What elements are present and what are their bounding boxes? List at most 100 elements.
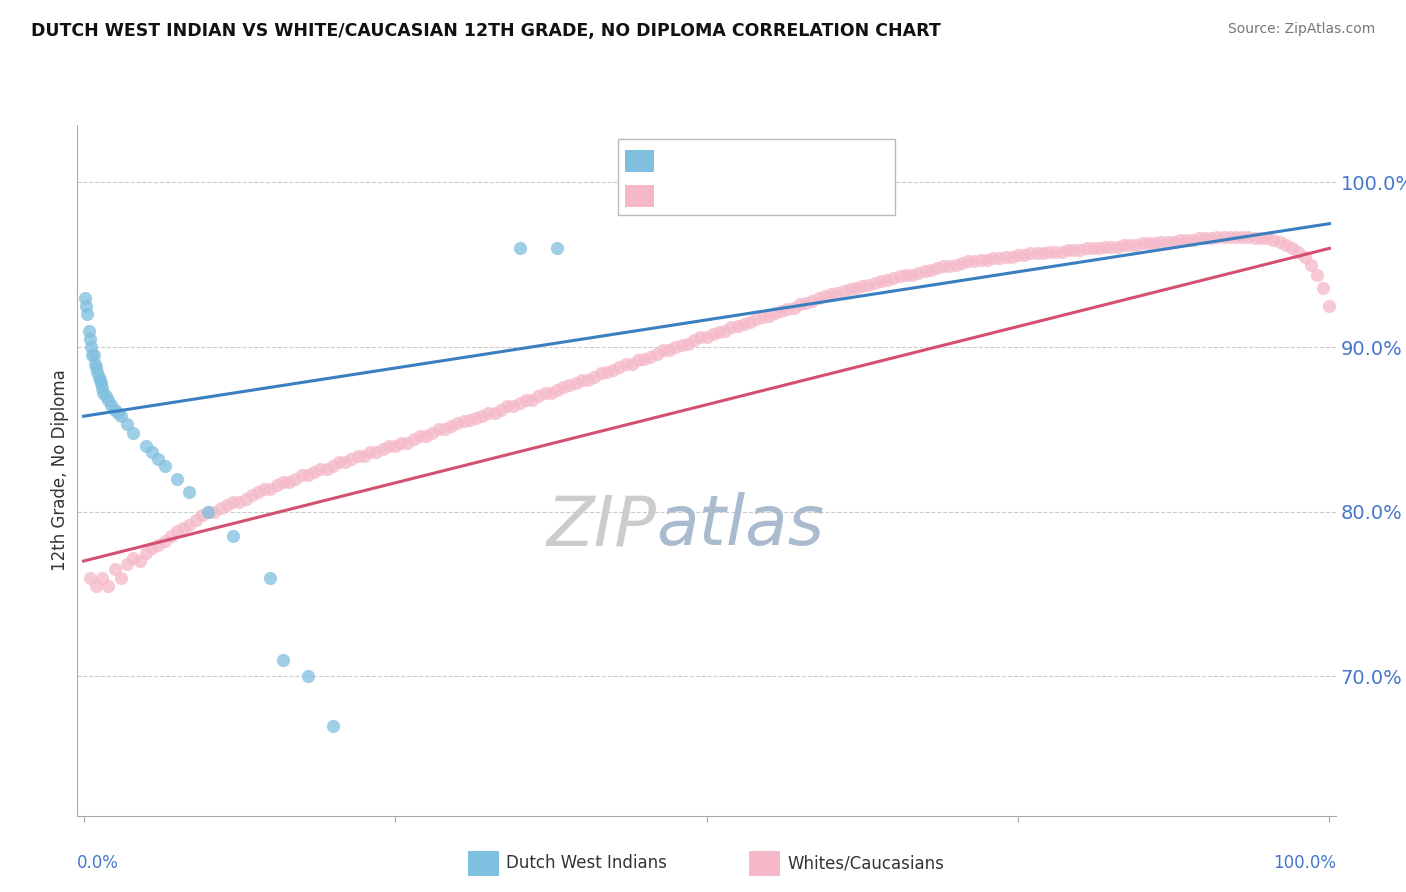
Point (115, 417, 138, 432)
Point (945, 258, 967, 272)
Point (346, 449, 368, 463)
Point (533, 386, 555, 401)
Point (1063, 243, 1085, 257)
Point (720, 320, 742, 334)
Point (807, 291, 830, 305)
Point (758, 309, 780, 323)
Point (222, 529, 245, 543)
Point (353, 449, 375, 463)
Point (882, 271, 904, 285)
Point (141, 445, 163, 459)
Point (166, 472, 188, 486)
Point (335, 455, 357, 469)
Point (465, 410, 488, 425)
Point (128, 554, 150, 568)
Point (84, 359, 107, 374)
Point (1132, 236, 1154, 251)
Point (988, 251, 1011, 265)
Point (920, 262, 942, 277)
Point (202, 505, 225, 519)
Point (696, 330, 718, 344)
Point (440, 419, 463, 434)
Point (509, 241, 531, 255)
Point (453, 414, 475, 428)
Point (576, 373, 599, 387)
Point (471, 409, 494, 424)
Point (596, 365, 619, 379)
Point (614, 357, 637, 371)
Point (297, 468, 319, 483)
Point (1243, 231, 1265, 245)
Point (620, 357, 643, 371)
Point (714, 324, 737, 338)
Point (801, 293, 824, 308)
Point (409, 429, 432, 443)
Point (651, 343, 673, 358)
Point (1299, 258, 1322, 272)
Point (1081, 241, 1104, 255)
Point (1007, 248, 1029, 262)
Point (77, 324, 100, 338)
Point (1188, 231, 1211, 245)
Point (894, 268, 917, 282)
Point (707, 325, 730, 339)
Point (1275, 238, 1298, 252)
Point (115, 558, 138, 572)
Point (371, 442, 394, 457)
Point (422, 425, 444, 440)
Point (122, 550, 145, 565)
Point (1168, 233, 1191, 247)
Point (396, 435, 419, 450)
Point (148, 452, 170, 467)
Point (702, 326, 724, 341)
Point (328, 455, 350, 469)
Point (477, 406, 499, 420)
Text: Source: ZipAtlas.com: Source: ZipAtlas.com (1227, 22, 1375, 37)
Point (259, 482, 281, 496)
Point (969, 252, 991, 267)
Point (733, 317, 755, 331)
Point (141, 541, 163, 555)
Point (259, 570, 281, 584)
Point (1144, 236, 1167, 251)
Point (527, 389, 550, 403)
Point (870, 274, 893, 288)
Point (1212, 229, 1234, 244)
Point (1019, 246, 1042, 260)
Point (932, 260, 955, 274)
Point (789, 297, 811, 311)
Point (104, 402, 127, 417)
Point (1094, 240, 1116, 254)
Point (122, 425, 145, 440)
Point (901, 268, 924, 282)
Point (215, 498, 238, 512)
Point (284, 472, 307, 486)
Point (87, 369, 110, 384)
Point (851, 279, 873, 293)
Point (640, 350, 662, 364)
Point (80, 340, 103, 354)
Point (727, 318, 749, 333)
Point (415, 429, 437, 443)
Point (75, 299, 97, 313)
Point (546, 241, 568, 255)
Point (153, 458, 176, 473)
Point (1319, 299, 1341, 313)
Point (925, 261, 948, 276)
Point (1107, 240, 1129, 254)
Point (546, 383, 568, 397)
Point (489, 402, 512, 417)
Point (1206, 229, 1229, 244)
Point (89, 373, 111, 387)
Point (1076, 241, 1098, 255)
Point (502, 400, 524, 414)
Point (1156, 235, 1178, 249)
Point (1250, 231, 1272, 245)
Point (315, 462, 337, 476)
Point (1012, 248, 1035, 262)
Point (1199, 231, 1222, 245)
Point (86, 365, 108, 379)
Point (776, 302, 799, 317)
Point (770, 304, 793, 318)
Point (496, 400, 519, 414)
